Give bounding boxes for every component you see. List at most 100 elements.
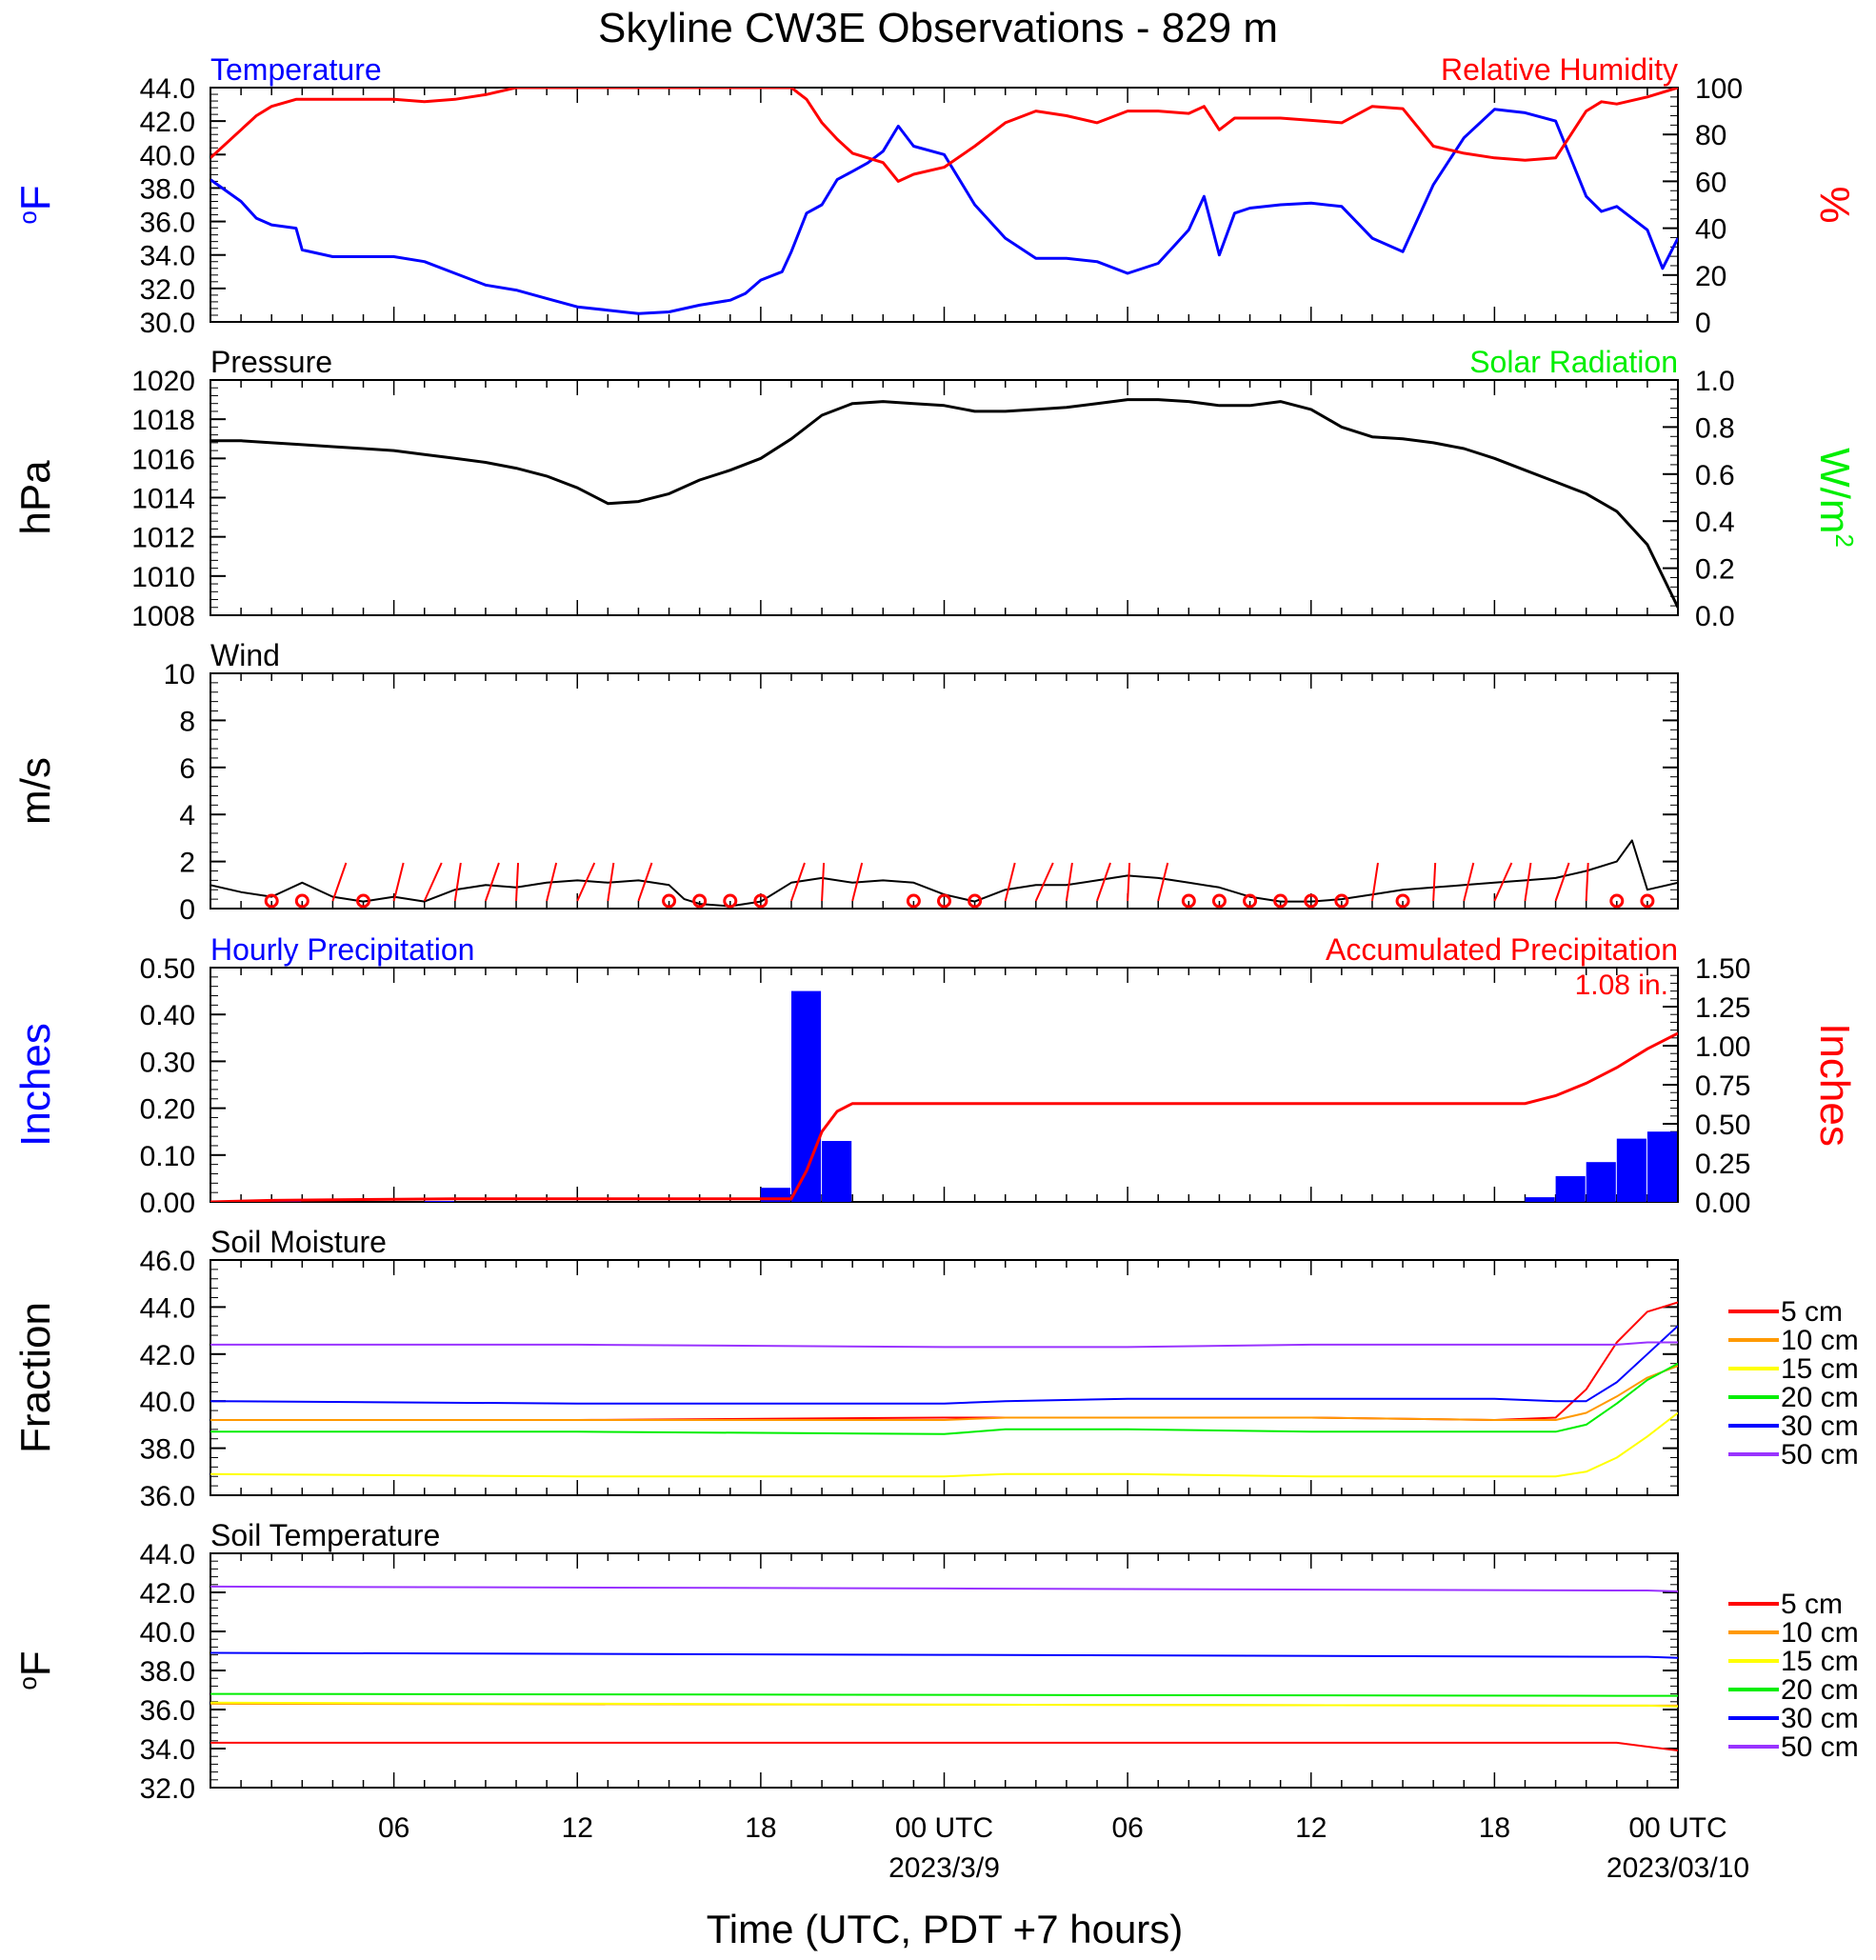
calm-wind-marker [692,893,708,909]
wind-barb [1524,862,1532,902]
figure-title: Skyline CW3E Observations - 829 m [598,5,1278,51]
wind-barb [1004,862,1016,902]
series-line-accumulated-precipitation [210,1031,1678,1202]
y-right-tick-label: 100 [1695,73,1743,105]
calm-wind-marker [294,893,309,909]
panel-frame [210,672,1679,910]
wind-barb [1554,862,1570,902]
calm-wind-marker [1243,893,1258,909]
y-right-axis-label: % [1811,186,1858,223]
y-tick-label: 46.0 [140,1246,195,1277]
y-tick-label: 0.40 [140,1000,195,1031]
series-line-5-cm [210,1741,1678,1751]
y-right-tick-label: 1.25 [1695,992,1750,1024]
wind-barb [1157,862,1169,902]
x-axis-label: Time (UTC, PDT +7 hours) [707,1907,1184,1951]
y-tick-label: 32.0 [140,1773,195,1805]
x-tick-label: 00 UTC [1628,1812,1726,1844]
x-axis: 06 12 18 00 UTC 2023/3/9 06 12 18 00 UTC 2023/03/… [378,1812,1749,1884]
x-tick-label: 06 [378,1812,409,1844]
calm-wind-marker [723,893,738,909]
panel-title-right: Solar Radiation [1469,345,1678,379]
y-tick-label: 38.0 [140,1656,195,1688]
series-line-30-cm [210,1325,1678,1405]
series-line-temperature [210,108,1678,315]
calm-wind-marker [1273,893,1288,909]
series-line-50-cm [210,1585,1678,1592]
unit-superscript: 2 [1830,533,1859,547]
wind-barb [1065,862,1073,902]
y-right-tick-label: 0.2 [1695,554,1735,586]
y-right-axis-label: Inches [1811,1023,1858,1147]
wind-barb [1370,862,1379,902]
y-tick-label: 0.30 [140,1047,195,1078]
wind-barb [515,862,520,902]
y-right-tick-label: 0.4 [1695,507,1735,538]
precip-bar [791,990,822,1202]
y-right-tick-label: 40 [1695,214,1726,246]
y-tick-label: 36.0 [140,208,195,239]
wind-barb [821,862,826,902]
panel-frame [210,87,1679,323]
wind-barb [331,862,348,902]
unit-letter: F [12,1650,59,1676]
y-tick-label: 34.0 [140,1734,195,1766]
panel-precipitation: 0.00 0.10 0.20 0.30 0.40 0.50 0.00 0.25 0.50 0.75… [12,932,1858,1219]
plot-area [210,398,1678,609]
calm-wind-marker [264,893,279,909]
y-tick-label: 1008 [131,601,195,632]
y-tick-label: 2 [179,848,195,879]
y-right-tick-label: 0.00 [1695,1188,1750,1219]
y-tick-label: 1016 [131,444,195,475]
y-tick-label: 30.0 [140,308,195,339]
wind-barb [453,862,462,902]
precip-bar [1525,1197,1555,1202]
calm-wind-marker [1181,893,1196,909]
y-right-tick-label: 20 [1695,261,1726,292]
calm-wind-marker [662,893,677,909]
panels: 30.032.034.036.038.040.042.044.002040608… [12,52,1859,1805]
calm-wind-marker [1304,893,1319,909]
y-tick-label: 1018 [131,405,195,436]
y-tick-label: 0.50 [140,953,195,985]
legend-label: 30 cm [1781,1410,1859,1442]
panel-soil_moisture: 36.0 38.0 40.0 42.0 44.0 46.0 Soil Moisture Fra… [12,1225,1859,1512]
y-tick-label: 0.10 [140,1141,195,1172]
series-line-15-cm [210,1701,1678,1708]
y-tick-label: 0.20 [140,1094,195,1126]
x-date-label: 2023/03/10 [1607,1852,1749,1884]
y-tick-label: 34.0 [140,241,195,272]
y-tick-label: 6 [179,753,195,785]
plot-area [210,990,1678,1202]
y-right-tick-label: 0.75 [1695,1070,1750,1102]
precip-bar [822,1141,852,1202]
wind-barb [1096,862,1111,902]
wind-barb [392,862,405,902]
panel-title-left: Soil Moisture [210,1225,387,1259]
x-tick-label: 06 [1111,1812,1143,1844]
panel-wind: 0 2 4 6 8 10 Wind m/s [12,638,1679,926]
degree-mark: o [13,210,42,224]
plot-area [210,1301,1678,1478]
y-right-tick-label: 1.50 [1695,953,1750,985]
y-right-axis-label: W/m2 [1811,448,1859,548]
series-line-relative-humidity [210,88,1678,183]
x-date-label: 2023/3/9 [888,1852,1000,1884]
calm-wind-marker [753,893,768,909]
legend-label: 50 cm [1781,1439,1859,1470]
legend-label: 20 cm [1781,1382,1859,1413]
legend-label: 30 cm [1781,1703,1859,1734]
legend-label: 5 cm [1781,1589,1843,1620]
legend-label: 50 cm [1781,1731,1859,1763]
y-right-tick-label: 1.0 [1695,366,1735,397]
series-line-50-cm [210,1341,1678,1349]
calm-wind-marker [1640,893,1655,909]
wind-barb [1585,862,1589,902]
unit-letter: F [12,185,59,210]
y-tick-label: 1014 [131,484,195,515]
plot-area [210,88,1678,315]
y-tick-label: 40.0 [140,140,195,171]
series-line-20-cm [210,1362,1678,1435]
